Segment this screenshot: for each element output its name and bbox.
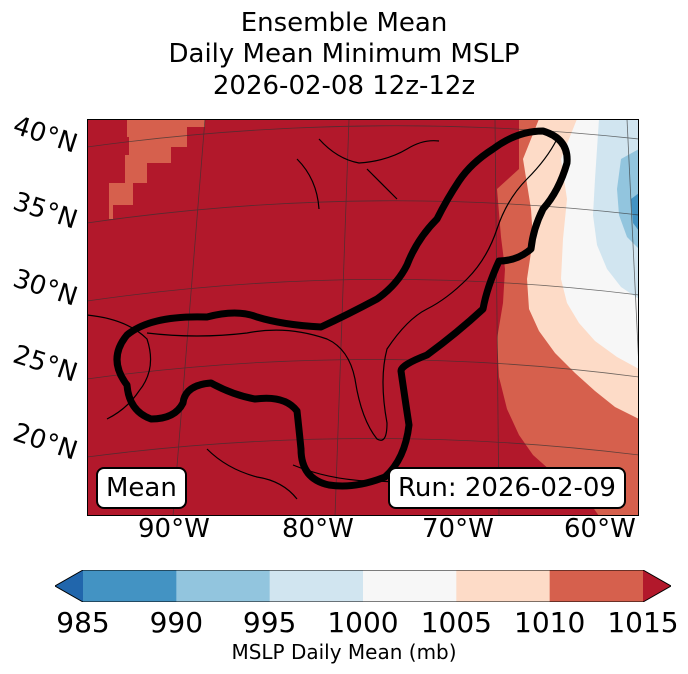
colorbar-segment-985-990 bbox=[83, 570, 177, 602]
mslp-zone-below-985 bbox=[631, 193, 639, 231]
title-line-2: Daily Mean Minimum MSLP bbox=[168, 39, 520, 69]
colorbar-tick-1000: 1000 bbox=[327, 606, 399, 639]
colorbar-segment-995-1000 bbox=[269, 570, 364, 602]
enclosing-contour bbox=[113, 127, 571, 490]
lon-label-70w: 70°W bbox=[422, 514, 494, 544]
colorbar bbox=[55, 570, 671, 602]
colorbar-extend-low bbox=[55, 570, 83, 602]
colorbar-tick-995: 995 bbox=[242, 606, 297, 639]
lon-label-80w: 80°W bbox=[282, 514, 354, 544]
colorbar-tick-990: 990 bbox=[149, 606, 204, 639]
title-line-3: 2026-02-08 12z-12z bbox=[212, 71, 476, 101]
colorbar-tick-1005: 1005 bbox=[420, 606, 492, 639]
colorbar-segment-1005-1010 bbox=[456, 570, 551, 602]
lat-label-20: 20°N bbox=[9, 417, 81, 467]
mslp-map bbox=[87, 119, 639, 516]
lat-label-35: 35°N bbox=[9, 186, 81, 236]
colorbar-segment-990-995 bbox=[176, 570, 271, 602]
graticule bbox=[87, 119, 639, 516]
colorbar-tick-1015: 1015 bbox=[607, 606, 679, 639]
lon-label-90w: 90°W bbox=[138, 514, 210, 544]
colorbar-tick-1010: 1010 bbox=[514, 606, 586, 639]
badge-mean: Mean bbox=[96, 467, 187, 509]
colorbar-tick-985: 985 bbox=[56, 606, 110, 639]
map-frame bbox=[87, 119, 639, 516]
colorbar-extend-high bbox=[643, 570, 671, 602]
colorbar-label: MSLP Daily Mean (mb) bbox=[231, 640, 457, 664]
badge-run-date: Run: 2026-02-09 bbox=[388, 467, 626, 509]
title-line-1: Ensemble Mean bbox=[240, 8, 448, 38]
colorbar-segment-1000-1005 bbox=[363, 570, 457, 602]
mslp-zone-985-990 bbox=[617, 149, 639, 249]
lat-label-25: 25°N bbox=[9, 339, 81, 389]
mslp-zone-nw bbox=[109, 119, 205, 219]
lat-label-40: 40°N bbox=[9, 110, 81, 160]
lon-label-60w: 60°W bbox=[564, 514, 636, 544]
colorbar-segment-1010-1015 bbox=[549, 570, 644, 602]
lat-label-30: 30°N bbox=[9, 263, 81, 313]
